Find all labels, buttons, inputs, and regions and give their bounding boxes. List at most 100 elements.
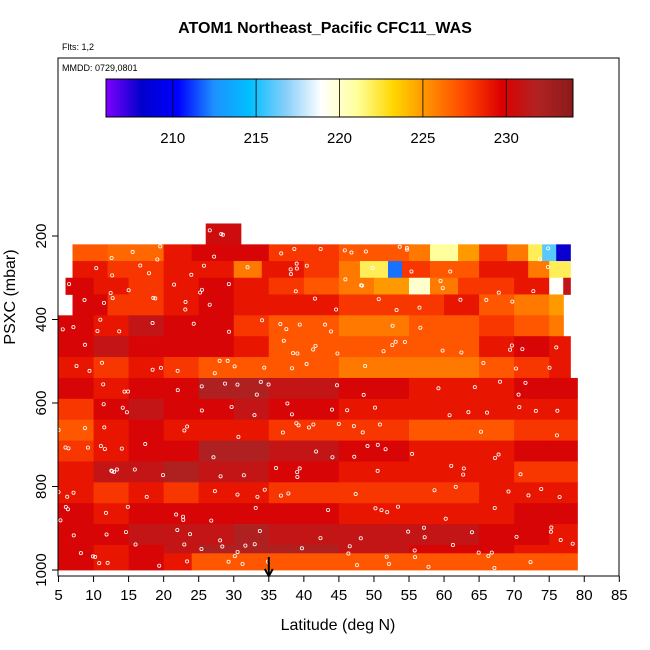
heatmap-cell [163,357,200,379]
sample-point [353,492,358,497]
x-tick-label: 65 [471,587,488,604]
sample-point [126,389,131,394]
sample-point [526,493,531,498]
heatmap-cell [93,524,130,546]
sample-point [417,305,422,310]
heatmap-cell [58,482,95,504]
sample-point [363,364,368,369]
sample-point [345,408,350,413]
heatmap-cell [128,398,165,421]
sample-point [449,463,454,468]
heatmap-cell [93,482,130,504]
sample-point [313,343,318,348]
sample-point [85,445,90,450]
heatmap-cell [233,503,270,525]
sample-point [93,554,98,559]
sample-point [229,404,234,409]
heatmap-cell [409,461,480,483]
sample-point [375,468,380,473]
sample-point [288,272,293,277]
sample-point [143,442,148,447]
sample-point [404,247,409,252]
sample-point [492,505,497,510]
heatmap-cell [268,336,340,358]
heatmap-cell [409,357,480,379]
sample-point [397,244,402,249]
heatmap-cell [58,553,95,571]
sample-point [207,228,212,233]
sample-point [299,546,304,551]
heatmap-cell [58,315,95,337]
heatmap-cell [163,377,200,400]
sample-point [90,554,95,559]
sample-point [232,364,237,369]
sample-point [349,250,354,255]
sample-point [71,533,76,538]
heatmap-cell [107,261,165,279]
heatmap-cell [198,336,235,358]
heatmap-cell [198,398,235,421]
sample-point [329,329,334,334]
heatmap-cell [338,544,410,554]
heatmap-cell [93,440,130,462]
sample-point [175,368,180,373]
heatmap-cell [233,524,270,546]
heatmap-cell [479,294,515,316]
sample-point [539,486,544,491]
heatmap-cell [479,503,515,525]
sample-point [346,551,351,556]
x-tick-label: 80 [576,587,593,604]
sample-point [82,342,87,347]
sample-point [78,551,83,556]
sample-point [528,560,533,565]
heatmap-cell [163,261,200,279]
sample-point [288,267,293,272]
heatmap-cell [479,544,515,554]
sample-point [284,327,289,332]
sample-point [461,472,466,477]
y-tick-label: 200 [33,223,50,248]
heatmap-cell [268,482,340,504]
sample-point [102,446,107,451]
sample-point [255,494,260,499]
sample-point [402,339,407,344]
heatmap-cell [430,277,459,295]
sample-point [493,455,498,460]
sample-point [108,290,113,295]
heatmap-cell [409,277,431,295]
x-tick-label: 5 [54,587,62,604]
sample-point [361,392,366,397]
sample-point [554,433,559,438]
sample-point [492,566,497,571]
heatmap-cell [163,315,200,337]
sample-point [217,358,222,363]
heatmap-cell [163,503,200,525]
heatmap-cell [338,294,410,316]
heatmap-cell [373,277,410,295]
heatmap-cell [268,277,305,295]
sample-point [130,249,135,254]
heatmap-cell [549,261,571,279]
heatmap-cell [338,261,361,279]
sample-point [358,536,363,541]
sample-point [334,307,339,312]
heatmap-cell [514,419,550,441]
heatmap-cell [430,261,480,279]
heatmap-cell [409,482,480,504]
heatmap-cell [401,261,431,279]
heatmap-cell [409,244,431,262]
heatmap-cell [387,261,403,279]
sample-point [211,455,216,460]
sample-point [476,550,481,555]
heatmap-cell [163,294,200,316]
sample-point [421,525,426,530]
sample-point [438,278,443,283]
sample-point [58,518,63,523]
heatmap-cell [198,461,235,483]
sample-point [326,507,331,512]
sample-point [103,510,108,515]
heatmap-cell [444,294,480,316]
heatmap-cell [479,524,515,546]
heatmap-cell [93,315,130,337]
sample-point [219,232,224,237]
